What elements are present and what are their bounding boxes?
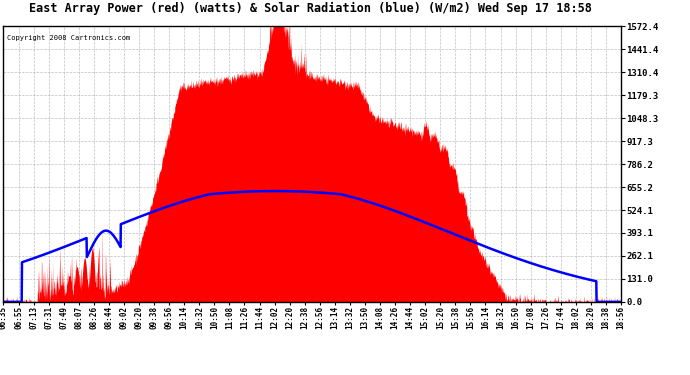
Text: Copyright 2008 Cartronics.com: Copyright 2008 Cartronics.com — [6, 34, 130, 40]
Text: East Array Power (red) (watts) & Solar Radiation (blue) (W/m2) Wed Sep 17 18:58: East Array Power (red) (watts) & Solar R… — [29, 2, 592, 15]
